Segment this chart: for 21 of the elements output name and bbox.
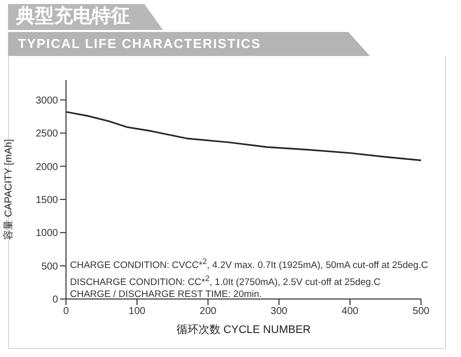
x-axis-title: 循环次数 CYCLE NUMBER bbox=[176, 324, 311, 336]
y-tick-label: 500 bbox=[41, 261, 58, 272]
y-tick-label: 1500 bbox=[36, 195, 58, 206]
y-tick-label: 1000 bbox=[36, 228, 58, 240]
line-series bbox=[66, 111, 421, 162]
y-tick-label: 3000 bbox=[36, 95, 58, 106]
chart-subtitle: TYPICAL LIFE CHARACTERISTICS bbox=[18, 35, 261, 53]
chart-title: 典型充电特征 bbox=[16, 5, 130, 29]
y-tick-label: 0 bbox=[52, 294, 58, 306]
y-tick-label: 2500 bbox=[36, 128, 58, 140]
annotation: CHARGE CONDITION: CVCC*$^{2}$, 4.2V max. 0.7It (1925mA), 50mA cut-off at 25deg.C bbox=[70, 256, 428, 273]
x-tick-label: 0 bbox=[63, 306, 70, 318]
x-tick-label: 300 bbox=[270, 306, 288, 318]
y-tick-label: 2000 bbox=[36, 162, 58, 173]
x-tick-label: 400 bbox=[342, 306, 359, 318]
annotation: DISCHARGE CONDITION: CC*$^{2}$, 1.0It (2750mA), 2.5V cut-off at 25deg.C bbox=[70, 272, 382, 290]
x-tick-label: 200 bbox=[200, 306, 217, 318]
y-axis-title: 容量 CAPACITY [mAh] bbox=[2, 138, 15, 240]
x-tick-label: 100 bbox=[128, 306, 146, 318]
annotation: CHARGE / DISCHARGE REST TIME: 20min. bbox=[70, 289, 263, 302]
x-tick-label: 500 bbox=[412, 306, 430, 318]
